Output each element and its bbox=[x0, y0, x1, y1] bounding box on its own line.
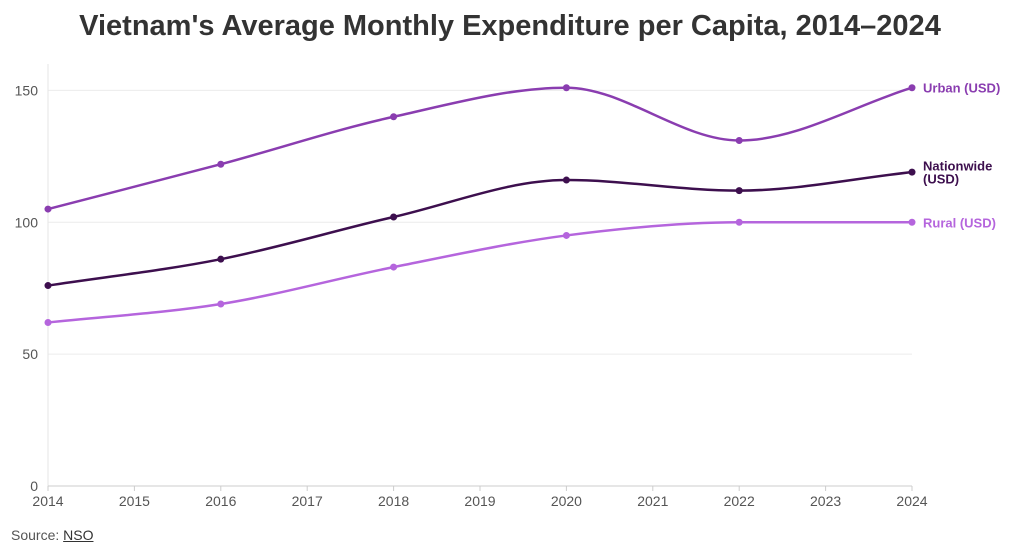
data-point-rural-usd[interactable] bbox=[735, 218, 743, 226]
x-tick-label: 2020 bbox=[551, 493, 582, 509]
x-tick-label: 2014 bbox=[32, 493, 63, 509]
data-point-nationwide-usd[interactable] bbox=[44, 282, 52, 290]
series-line-rural-usd bbox=[46, 220, 914, 324]
source-link[interactable]: NSO bbox=[63, 527, 94, 543]
y-tick-label: 50 bbox=[22, 346, 38, 362]
source-prefix: Source: bbox=[11, 527, 64, 543]
data-point-nationwide-usd[interactable] bbox=[390, 213, 398, 221]
x-tick-label: 2015 bbox=[119, 493, 150, 509]
x-tick-label: 2022 bbox=[724, 493, 755, 509]
data-point-nationwide-usd[interactable] bbox=[562, 176, 570, 184]
series-label-urban-usd: Urban (USD) bbox=[923, 81, 1000, 96]
series-label-layer: Urban (USD) Nationwide (USD) Rural (USD) bbox=[923, 81, 1000, 231]
data-point-urban-usd[interactable] bbox=[908, 84, 916, 92]
y-tick-label: 0 bbox=[30, 478, 38, 494]
x-tick-label: 2017 bbox=[292, 493, 323, 509]
data-point-urban-usd[interactable] bbox=[562, 84, 570, 92]
series-label-nationwide-usd: Nationwide (USD) bbox=[923, 159, 992, 187]
series-layer bbox=[44, 84, 916, 326]
data-point-rural-usd[interactable] bbox=[217, 300, 225, 308]
axis-layer: 0 50 100 150 2014 2015 2016 2017 2018 2019 2020 202… bbox=[15, 64, 928, 509]
data-point-urban-usd[interactable] bbox=[735, 136, 743, 144]
series-label-rural-usd: Rural (USD) bbox=[923, 215, 996, 230]
x-tick-label: 2024 bbox=[896, 493, 927, 509]
y-tick-label: 150 bbox=[15, 82, 39, 98]
data-point-urban-usd[interactable] bbox=[390, 113, 398, 121]
series-line-urban-usd bbox=[46, 86, 914, 211]
chart-title: Vietnam's Average Monthly Expenditure pe… bbox=[79, 10, 941, 42]
source-note: Source: NSO bbox=[11, 527, 93, 543]
data-point-urban-usd[interactable] bbox=[217, 160, 225, 168]
data-point-nationwide-usd[interactable] bbox=[908, 168, 916, 176]
x-tick-label: 2016 bbox=[205, 493, 236, 509]
x-tick-label: 2018 bbox=[378, 493, 409, 509]
y-tick-label: 100 bbox=[15, 214, 39, 230]
data-point-rural-usd[interactable] bbox=[562, 231, 570, 239]
x-tick-label: 2023 bbox=[810, 493, 841, 509]
x-tick-label: 2019 bbox=[464, 493, 495, 509]
data-point-rural-usd[interactable] bbox=[390, 263, 398, 271]
data-point-nationwide-usd[interactable] bbox=[217, 255, 225, 263]
data-point-rural-usd[interactable] bbox=[44, 318, 52, 326]
data-point-rural-usd[interactable] bbox=[908, 218, 916, 226]
x-tick-label: 2021 bbox=[637, 493, 668, 509]
series-line-nationwide-usd bbox=[46, 170, 914, 287]
data-point-nationwide-usd[interactable] bbox=[735, 187, 743, 195]
data-point-urban-usd[interactable] bbox=[44, 205, 52, 213]
